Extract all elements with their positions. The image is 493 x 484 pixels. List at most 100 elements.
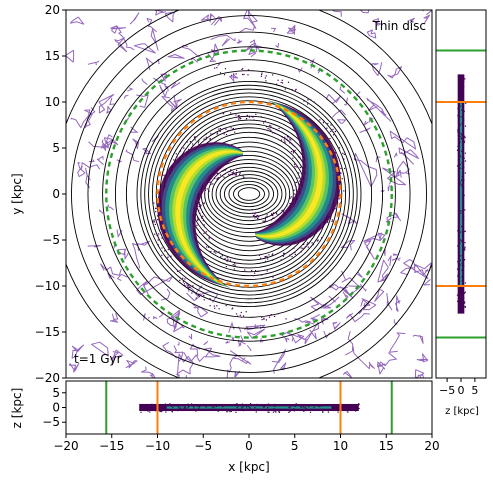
edge-on-speck — [304, 406, 306, 409]
density-speck — [197, 219, 199, 221]
noise-contour — [250, 52, 257, 58]
density-speck — [252, 116, 254, 118]
density-speck — [206, 188, 208, 190]
y-tick-label: −20 — [35, 371, 60, 385]
density-speck — [236, 169, 238, 172]
density-speck — [257, 218, 259, 220]
density-speck — [321, 237, 323, 239]
density-speck — [252, 275, 254, 277]
edge-on-speck — [215, 405, 218, 407]
edge-on-speck — [264, 409, 266, 411]
density-speck — [225, 128, 227, 130]
density-speck — [235, 173, 237, 175]
density-speck — [225, 305, 227, 307]
edge-on-speck — [330, 409, 332, 411]
edge-on-speck — [355, 404, 357, 406]
density-speck — [331, 220, 333, 222]
noise-contour — [188, 333, 193, 340]
edge-on-speck — [457, 275, 459, 277]
edge-on-speck — [305, 405, 307, 407]
noise-contour — [387, 66, 403, 79]
density-speck — [205, 136, 207, 138]
density-speck — [186, 141, 188, 143]
edge-on-speck — [254, 407, 256, 409]
density-speck — [198, 196, 200, 198]
density-speck — [297, 156, 300, 158]
y-tick-label: −10 — [35, 279, 60, 293]
noise-contour — [387, 255, 392, 267]
density-speck — [276, 213, 278, 215]
edge-on-speck — [229, 411, 231, 413]
edge-on-speck — [274, 403, 276, 406]
density-speck — [270, 272, 272, 274]
density-speck — [281, 136, 283, 138]
potential-contour — [148, 92, 350, 296]
edge-on-speck — [268, 403, 270, 405]
density-speck — [161, 237, 163, 239]
edge-on-speck — [461, 297, 463, 299]
edge-on-speck — [358, 404, 360, 406]
noise-contour — [209, 13, 215, 23]
density-speck — [234, 174, 236, 176]
edge-on-speck — [154, 410, 157, 412]
density-speck — [214, 177, 216, 180]
density-speck — [284, 136, 286, 138]
edge-on-speck — [464, 135, 466, 137]
edge-on-speck — [461, 134, 463, 136]
edge-on-speck — [198, 406, 201, 408]
density-speck — [292, 197, 294, 199]
noise-contour — [229, 74, 239, 83]
noise-contour — [382, 167, 407, 186]
density-speck — [305, 245, 307, 248]
noise-contour — [423, 14, 430, 24]
edge-on-speck — [288, 406, 290, 409]
density-speck — [197, 294, 200, 296]
density-speck — [312, 244, 314, 246]
edge-on-speck — [462, 294, 464, 296]
edge-on-speck — [258, 404, 261, 406]
y-axis-ticks: −20 −15 −10 −5 0 5 10 15 20 — [35, 3, 66, 385]
edge-on-speck — [456, 294, 458, 296]
density-speck — [293, 203, 295, 205]
density-speck — [272, 74, 274, 76]
potential-contour — [151, 96, 347, 292]
edge-on-speck — [238, 408, 240, 410]
edge-on-speck — [293, 408, 295, 410]
edge-on-speck — [464, 160, 467, 162]
edge-on-speck — [322, 410, 324, 412]
density-speck — [328, 216, 330, 218]
density-speck — [252, 212, 254, 214]
noise-contour — [117, 273, 128, 281]
density-speck — [294, 193, 296, 195]
noise-contour — [70, 16, 85, 25]
noise-contour — [392, 212, 400, 218]
edge-on-speck — [460, 116, 462, 118]
edge-on-speck — [462, 131, 464, 133]
noise-contour — [170, 81, 181, 89]
edge-on-disc-core — [459, 102, 463, 286]
density-speck — [196, 208, 198, 210]
noise-contour — [88, 134, 113, 148]
edge-on-speck — [358, 403, 360, 405]
radius-circle — [156, 100, 342, 288]
edge-on-speck — [463, 166, 465, 168]
edge-on-speck — [463, 179, 465, 181]
edge-on-speck — [257, 408, 259, 410]
density-speck — [213, 305, 215, 307]
density-speck — [288, 140, 290, 142]
noise-contour — [286, 332, 308, 344]
edge-on-speck — [170, 405, 172, 407]
density-speck — [190, 148, 192, 150]
edge-on-speck — [462, 302, 464, 304]
density-speck — [204, 189, 206, 191]
noise-contour — [368, 104, 378, 112]
edge-on-speck — [325, 409, 327, 411]
potential-contour — [219, 174, 279, 214]
noise-contour — [309, 314, 321, 320]
edge-on-speck — [253, 404, 255, 406]
radius-circles — [105, 49, 393, 339]
noise-contour — [163, 83, 168, 88]
edge-on-speck — [462, 205, 465, 207]
potential-contour — [155, 100, 343, 288]
density-speck — [291, 144, 293, 146]
